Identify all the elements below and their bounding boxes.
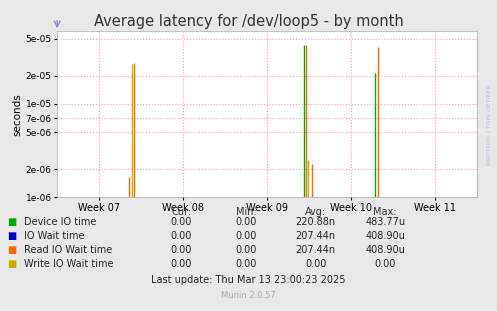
Text: Avg:: Avg: (305, 207, 326, 217)
Text: 0.00: 0.00 (170, 217, 192, 227)
Text: 0.00: 0.00 (235, 259, 257, 269)
Text: ■: ■ (7, 245, 17, 255)
Text: 408.90u: 408.90u (365, 245, 405, 255)
Text: Write IO Wait time: Write IO Wait time (24, 259, 113, 269)
Text: 220.88n: 220.88n (296, 217, 335, 227)
Text: 0.00: 0.00 (374, 259, 396, 269)
Y-axis label: seconds: seconds (13, 93, 23, 136)
Text: Munin 2.0.57: Munin 2.0.57 (221, 291, 276, 300)
Text: 0.00: 0.00 (235, 245, 257, 255)
Text: 207.44n: 207.44n (296, 245, 335, 255)
Text: 0.00: 0.00 (170, 245, 192, 255)
Text: RRDTOOL / TOBI OETIKER: RRDTOOL / TOBI OETIKER (486, 84, 491, 165)
Text: ■: ■ (7, 231, 17, 241)
Text: 0.00: 0.00 (170, 231, 192, 241)
Text: 0.00: 0.00 (170, 259, 192, 269)
Text: Min:: Min: (236, 207, 256, 217)
Text: Cur:: Cur: (171, 207, 191, 217)
Text: Max:: Max: (373, 207, 397, 217)
Text: Read IO Wait time: Read IO Wait time (24, 245, 112, 255)
Text: ■: ■ (7, 259, 17, 269)
Text: Average latency for /dev/loop5 - by month: Average latency for /dev/loop5 - by mont… (93, 14, 404, 29)
Text: 408.90u: 408.90u (365, 231, 405, 241)
Text: ■: ■ (7, 217, 17, 227)
Text: Last update: Thu Mar 13 23:00:23 2025: Last update: Thu Mar 13 23:00:23 2025 (151, 275, 346, 285)
Text: 0.00: 0.00 (235, 231, 257, 241)
Text: 0.00: 0.00 (235, 217, 257, 227)
Text: 207.44n: 207.44n (296, 231, 335, 241)
Text: IO Wait time: IO Wait time (24, 231, 84, 241)
Text: Device IO time: Device IO time (24, 217, 96, 227)
Text: 0.00: 0.00 (305, 259, 327, 269)
Text: 483.77u: 483.77u (365, 217, 405, 227)
